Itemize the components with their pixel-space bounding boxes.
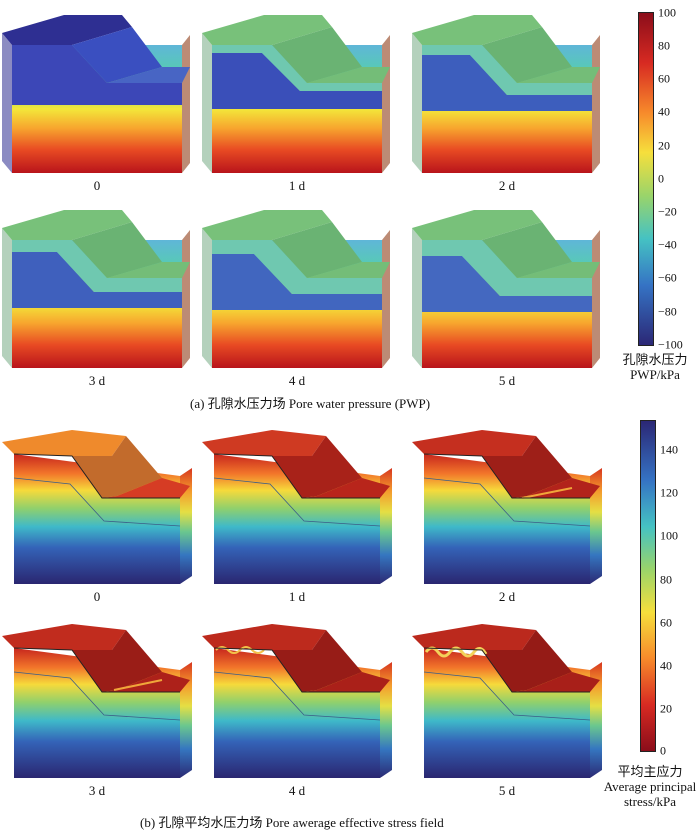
colorbar-title-en: PWP/kPa	[630, 367, 680, 382]
pwp-model-day-1: 1 d	[202, 5, 392, 193]
day-label: 2 d	[498, 178, 516, 193]
day-label: 0	[93, 589, 101, 604]
stress-colorbar	[640, 420, 656, 752]
day-label: 5 d	[498, 373, 516, 388]
stress-model-day-5: 5 d	[412, 610, 602, 798]
colorbar-tick: −80	[658, 304, 677, 319]
day-label: 4 d	[288, 373, 306, 388]
panel-b-caption: (b) 孔隙平均水压力场 Pore awerage effective stre…	[140, 815, 444, 830]
pwp-colorbar-title: 孔隙水压力 PWP/kPa	[610, 352, 700, 382]
colorbar-title-en: Average principal	[603, 779, 697, 794]
colorbar-title-en: stress/kPa	[624, 794, 676, 809]
colorbar-tick: 40	[658, 104, 670, 119]
stress-model-day-3: 3 d	[2, 610, 192, 798]
day-label: 1 d	[288, 178, 306, 193]
day-label: 3 d	[88, 783, 106, 798]
colorbar-tick: 60	[658, 71, 670, 86]
stress-model-day-4: 4 d	[202, 610, 392, 798]
colorbar-tick: 80	[658, 38, 670, 53]
colorbar-tick: 100	[660, 528, 678, 543]
day-label: 4 d	[288, 783, 306, 798]
pwp-colorbar	[638, 12, 654, 346]
day-label: 0	[93, 178, 101, 193]
pwp-model-day-3: 3 d	[2, 200, 192, 388]
panel-a-caption: (a) 孔隙水压力场 Pore water pressure (PWP)	[190, 396, 431, 411]
colorbar-title-cn: 平均主应力	[617, 764, 683, 779]
colorbar-tick: 20	[658, 138, 670, 153]
stress-colorbar-title: 平均主应力 Average principal stress/kPa	[600, 764, 700, 809]
day-label: 5 d	[498, 783, 516, 798]
colorbar-tick: 100	[658, 5, 676, 20]
colorbar-tick: 140	[660, 442, 678, 457]
colorbar-tick: 120	[660, 485, 678, 500]
colorbar-tick: 0	[658, 171, 664, 186]
day-label: 3 d	[88, 373, 106, 388]
pwp-model-day-0: 0	[2, 5, 192, 193]
stress-model-day-1: 1 d	[202, 416, 392, 604]
colorbar-tick: 20	[660, 701, 672, 716]
colorbar-tick: 40	[660, 658, 672, 673]
colorbar-tick: −40	[658, 237, 677, 252]
colorbar-tick: −60	[658, 270, 677, 285]
colorbar-tick: 0	[660, 743, 666, 758]
colorbar-tick: 60	[660, 615, 672, 630]
stress-model-day-0: 0	[2, 416, 192, 604]
pwp-model-day-5: 5 d	[412, 200, 602, 388]
stress-model-day-2: 2 d	[412, 416, 602, 604]
day-label: 2 d	[498, 589, 516, 604]
pwp-model-day-4: 4 d	[202, 200, 392, 388]
day-label: 1 d	[288, 589, 306, 604]
pwp-model-day-2: 2 d	[412, 5, 602, 193]
colorbar-tick: −100	[658, 337, 683, 352]
colorbar-tick: −20	[658, 204, 677, 219]
colorbar-tick: 80	[660, 572, 672, 587]
colorbar-title-cn: 孔隙水压力	[622, 352, 688, 367]
